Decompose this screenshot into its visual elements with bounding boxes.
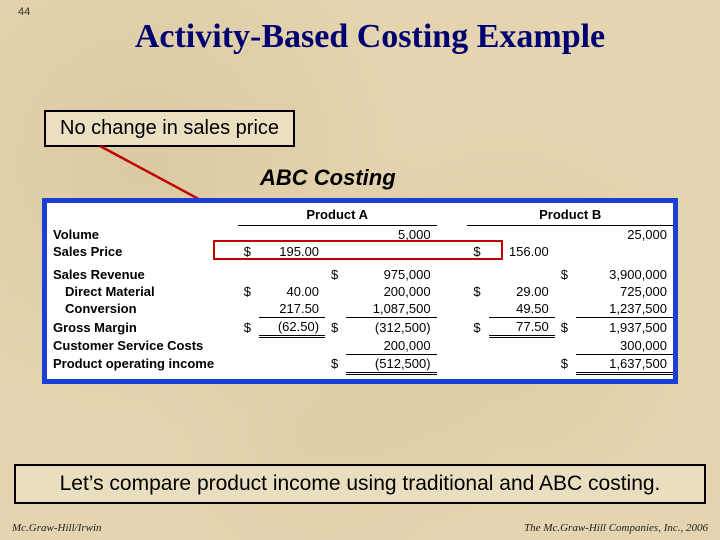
footer-left: Mc.Graw-Hill/Irwin bbox=[12, 522, 102, 534]
gross-a-unit: (62.50) bbox=[259, 318, 325, 337]
price-b: 156.00 bbox=[489, 243, 555, 260]
label-conversion: Conversion bbox=[47, 300, 238, 318]
label-volume: Volume bbox=[47, 226, 238, 243]
income-a-total: (512,500) bbox=[346, 354, 436, 373]
page-number: 44 bbox=[18, 6, 30, 18]
gross-b-total: 1,937,500 bbox=[576, 318, 673, 337]
conversion-a-total: 1,087,500 bbox=[346, 300, 436, 318]
abc-costing-table: Product A Product B Volume 5,000 25,000 … bbox=[42, 198, 678, 384]
label-operating-income: Product operating income bbox=[47, 354, 238, 373]
chart-subtitle: ABC Costing bbox=[260, 165, 396, 191]
row-customer-service: Customer Service Costs 200,000 300,000 bbox=[47, 337, 673, 355]
label-sales-revenue: Sales Revenue bbox=[47, 266, 238, 283]
label-direct-material: Direct Material bbox=[47, 283, 238, 300]
material-a-unit: 40.00 bbox=[259, 283, 325, 300]
header-product-a: Product A bbox=[238, 203, 437, 225]
row-operating-income: Product operating income $ (512,500) $ 1… bbox=[47, 354, 673, 373]
material-a-total: 200,000 bbox=[346, 283, 436, 300]
material-b-unit: 29.00 bbox=[489, 283, 555, 300]
footer-right: The Mc.Graw-Hill Companies, Inc., 2006 bbox=[524, 522, 708, 534]
income-b-total: 1,637,500 bbox=[576, 354, 673, 373]
material-b-total: 725,000 bbox=[576, 283, 673, 300]
row-volume: Volume 5,000 25,000 bbox=[47, 226, 673, 243]
row-direct-material: Direct Material $ 40.00 200,000 $ 29.00 … bbox=[47, 283, 673, 300]
callout-box: No change in sales price bbox=[44, 110, 295, 147]
conversion-b-total: 1,237,500 bbox=[576, 300, 673, 318]
label-gross-margin: Gross Margin bbox=[47, 318, 238, 337]
row-gross-margin: Gross Margin $ (62.50) $ (312,500) $ 77.… bbox=[47, 318, 673, 337]
row-conversion: Conversion 217.50 1,087,500 49.50 1,237,… bbox=[47, 300, 673, 318]
table-header-row: Product A Product B bbox=[47, 203, 673, 225]
slide-title: Activity-Based Costing Example bbox=[60, 18, 680, 56]
conversion-a-unit: 217.50 bbox=[259, 300, 325, 318]
row-sales-price: Sales Price $ 195.00 $ 156.00 bbox=[47, 243, 673, 260]
volume-a: 5,000 bbox=[346, 226, 436, 243]
gross-a-total: (312,500) bbox=[346, 318, 436, 337]
header-product-b: Product B bbox=[467, 203, 673, 225]
revenue-b: 3,900,000 bbox=[576, 266, 673, 283]
conversion-b-unit: 49.50 bbox=[489, 300, 555, 318]
label-sales-price: Sales Price bbox=[47, 243, 238, 260]
revenue-a: 975,000 bbox=[346, 266, 436, 283]
price-a: 195.00 bbox=[259, 243, 325, 260]
service-a-total: 200,000 bbox=[346, 337, 436, 355]
service-b-total: 300,000 bbox=[576, 337, 673, 355]
label-customer-service: Customer Service Costs bbox=[47, 337, 238, 355]
volume-b: 25,000 bbox=[576, 226, 673, 243]
bottom-caption: Let’s compare product income using tradi… bbox=[14, 464, 706, 504]
gross-b-unit: 77.50 bbox=[489, 318, 555, 337]
row-sales-revenue: Sales Revenue $ 975,000 $ 3,900,000 bbox=[47, 266, 673, 283]
